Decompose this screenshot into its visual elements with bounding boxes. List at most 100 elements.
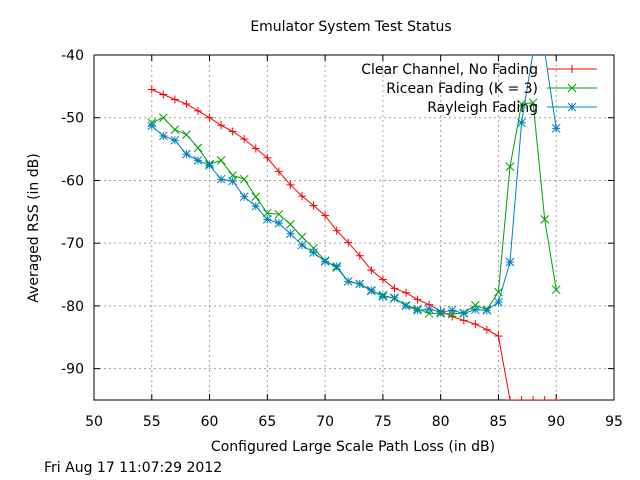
series-3-point-stroke [505,257,515,267]
series-3-point [447,305,457,315]
y-tick-label: -90 [61,362,84,378]
series-2-point-stroke [158,113,168,123]
x-tick-label: 80 [432,414,450,430]
series-3-point [390,293,399,303]
y-tick-label: -50 [61,111,84,127]
series-1-point [182,99,191,108]
series-3-point [205,161,214,170]
series-3-point-stroke [413,305,422,315]
series-3-point [505,257,515,267]
series-3-point-stroke [274,218,284,228]
series-3-point-stroke [517,118,526,128]
series-3-point [424,304,434,314]
legend-marker-2 [567,83,577,93]
legend-marker-3 [567,102,577,112]
series-3-point [147,121,157,131]
y-tick-label: -70 [61,236,84,252]
series-1-point [471,320,480,329]
series-3-point-stroke [228,176,238,186]
series-3-point [366,285,376,295]
series-3-point [286,229,295,239]
series-2-point [251,192,261,202]
series-1 [147,85,561,400]
series-1-point [378,275,387,284]
series-3-point [193,156,203,165]
legend-marker-1 [568,65,576,73]
series-2-point-stroke [274,209,284,219]
series-2-point-stroke [505,162,515,172]
series-2-point-stroke [251,192,261,202]
series-3-point-stroke [158,131,168,141]
series-3-point-stroke [262,214,272,224]
y-tick-label: -80 [61,299,84,315]
series-3-point [401,301,411,311]
series-2-point [540,214,550,224]
series-2-point-stroke [551,285,561,294]
series-3 [147,55,561,318]
series-3-point [297,240,307,250]
series-2-point [528,98,538,108]
series-3-point [378,292,388,301]
series-3-point-stroke [424,304,434,314]
x-tick-label: 65 [258,414,276,430]
series-3-point-stroke [286,229,295,239]
series-3-point-stroke [216,174,226,184]
y-tick-label: -60 [61,173,84,189]
series-1-point [251,144,260,153]
series-2-point-stroke [286,220,295,229]
series-3-point-stroke [436,307,446,317]
series-3-point-stroke [470,305,480,315]
series-2-point-stroke [216,156,226,165]
x-axis-label: Configured Large Scale Path Loss (in dB) [211,439,495,455]
series-2-point-stroke [470,300,480,310]
series-1-point [286,180,295,189]
series-2-point [182,130,191,140]
series-2-point-stroke [170,125,180,134]
series-1-point [344,238,353,247]
series-3-point [494,297,503,307]
series-1-point [506,396,514,400]
series [147,55,561,400]
y-axis-label: Averaged RSS (in dB) [26,153,42,302]
series-3-point-stroke [401,301,411,311]
series-3-point [482,305,492,315]
series-1-point [205,113,214,122]
series-3-point-stroke [332,262,342,271]
series-2-point [494,287,503,297]
series-1-point [159,90,168,99]
series-1-point [274,167,283,176]
series-3-point-stroke [239,192,249,202]
series-1-line [151,89,557,400]
series-3-point-stroke [366,285,376,295]
series-1-point [240,135,249,144]
timestamp: Fri Aug 17 11:07:29 2012 [44,460,222,476]
ticks: 50 55 60 65 70 75 80 85 90 95 -90 -80 -70 -60 -50 -40 [61,48,623,430]
series-3-point [251,201,261,211]
grid [94,55,614,400]
series-3-point-stroke [355,279,365,289]
series-2-point-stroke [193,143,203,153]
series-1-point [517,396,526,400]
legend-label-3: Rayleigh Fading [427,100,538,116]
legend-marker-2-stroke [567,83,577,93]
series-3-point-stroke [459,309,469,318]
series-3-point [320,257,330,266]
series-1-point [402,288,410,297]
series-2-point [274,209,284,219]
series-1-point [540,396,549,400]
series-3-point [343,277,353,286]
series-1-point [529,396,538,400]
series-3-point-stroke [494,297,503,307]
series-2-point [424,309,434,318]
series-2-point [216,156,226,165]
series-3-point-stroke [320,257,330,266]
x-tick-label: 55 [143,414,161,430]
series-2-point-stroke [239,174,249,184]
series-3-point [158,131,168,141]
x-tick-label: 50 [85,414,103,430]
x-tick-label: 95 [605,414,623,430]
series-3-point-stroke [193,156,203,165]
series-2-point [470,300,480,310]
series-3-point [309,248,318,257]
series-2-point-stroke [424,309,434,318]
